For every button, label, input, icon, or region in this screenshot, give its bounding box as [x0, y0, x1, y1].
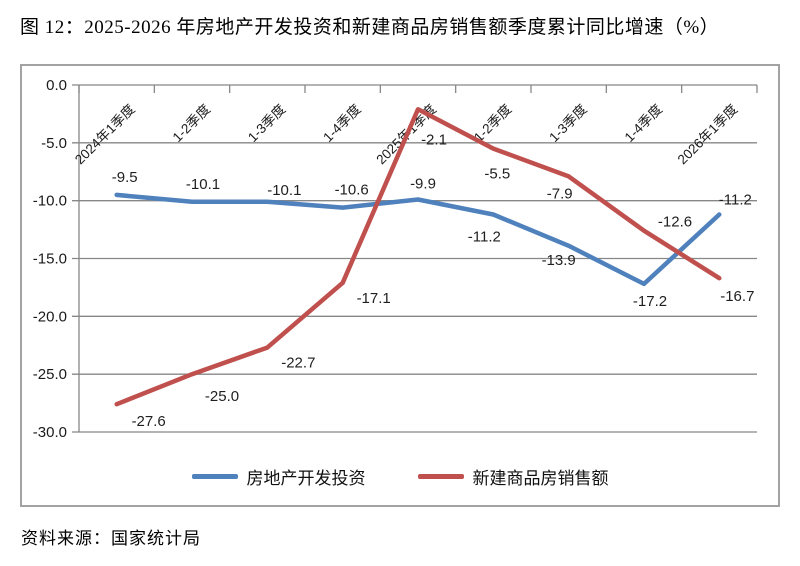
y-axis-tick-label: -25.0	[33, 366, 67, 383]
data-label: -9.5	[112, 169, 138, 186]
x-axis-category-label: 2026年1季度	[675, 102, 741, 168]
data-label: -13.9	[542, 252, 576, 269]
data-label: -10.1	[186, 176, 220, 193]
x-axis-category-label: 2024年1季度	[72, 102, 138, 168]
y-axis-tick-label: -30.0	[33, 424, 67, 441]
y-axis-tick-label: -15.0	[33, 251, 67, 268]
legend-line-swatch-sales	[417, 474, 464, 479]
legend-label-sales: 新建商品房销售额	[472, 469, 609, 488]
figure-title: 图 12：2025-2026 年房地产开发投资和新建商品房销售额季度累计同比增速…	[20, 17, 720, 38]
data-label: -10.6	[335, 182, 369, 199]
legend-item-sales: 新建商品房销售额	[417, 464, 609, 489]
data-label: -2.1	[421, 131, 447, 148]
y-axis-tick-label: -10.0	[33, 193, 67, 210]
data-label: -17.2	[633, 293, 667, 310]
series-line-1	[114, 107, 722, 407]
x-axis-category-label: 1-3季度	[245, 102, 288, 145]
data-label: -11.2	[468, 229, 501, 246]
data-label: -10.1	[267, 182, 301, 199]
data-label: -17.1	[357, 290, 391, 307]
data-label: -16.7	[720, 288, 754, 305]
legend: 房地产开发投资 新建商品房销售额	[22, 464, 778, 489]
legend-label-investment: 房地产开发投资	[246, 469, 366, 488]
data-label: -25.0	[205, 388, 239, 405]
data-label: -27.6	[132, 413, 166, 430]
legend-line-swatch-investment	[191, 474, 238, 479]
data-label: -9.9	[410, 176, 436, 193]
chart-area: 0.0 -5.0 -10.0 -15.0 -20.0 -25.0 -30.0 2024年1季度…	[20, 64, 780, 507]
series-line-0	[114, 192, 722, 287]
x-axis-category-label: 1-4季度	[320, 102, 363, 145]
data-label: -5.5	[484, 166, 510, 183]
y-axis-tick-label: -5.0	[41, 135, 67, 152]
y-axis-tick-label: -20.0	[33, 308, 67, 325]
x-axis-category-label: 1-4季度	[622, 102, 665, 145]
x-axis-category-label: 1-2季度	[170, 102, 213, 145]
source-note: 资料来源：国家统计局	[21, 529, 201, 548]
data-label: -11.2	[719, 192, 752, 209]
data-label: -22.7	[281, 355, 315, 372]
data-label: -12.6	[658, 214, 692, 231]
plot-svg: 0.0 -5.0 -10.0 -15.0 -20.0 -25.0 -30.0 2024年1季度…	[33, 77, 758, 441]
x-axis-category-label: 1-3季度	[546, 102, 589, 145]
legend-item-investment: 房地产开发投资	[191, 464, 366, 489]
y-axis-tick-label: 0.0	[46, 77, 67, 94]
data-label: -7.9	[547, 185, 573, 202]
